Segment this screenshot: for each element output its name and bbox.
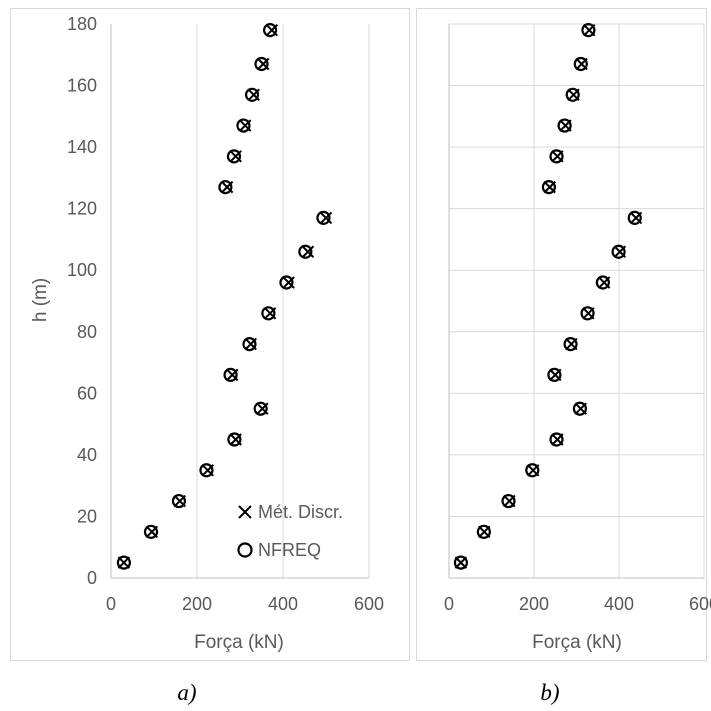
data-point-circle	[580, 306, 595, 321]
data-point-circle	[595, 275, 610, 290]
data-point-circle	[254, 56, 269, 72]
data-point-circle	[218, 180, 233, 195]
legend-marker-x	[238, 505, 252, 519]
data-point-circle	[525, 463, 540, 478]
x-tick-label: 0	[444, 594, 454, 614]
data-point-circle	[563, 336, 578, 352]
x-tick-label: 200	[182, 594, 212, 614]
data-point-circle	[261, 306, 276, 321]
data-point-circle	[316, 210, 331, 225]
panel-caption: a)	[177, 680, 196, 705]
data-point-circle	[236, 118, 251, 133]
y-tick-label: 160	[67, 76, 97, 96]
panel-a-frame	[10, 8, 410, 661]
y-tick-label: 140	[67, 137, 97, 157]
data-point-circle	[627, 210, 642, 225]
legend: Mét. Discr. NFREQ	[237, 502, 343, 560]
data-point-circle	[227, 432, 242, 447]
data-point-circle	[581, 23, 596, 38]
data-point-circle	[557, 118, 572, 133]
x-tick-label: 400	[604, 594, 634, 614]
y-tick-label: 80	[77, 322, 97, 342]
data-point-circle	[453, 555, 468, 570]
data-point-circle	[572, 401, 588, 416]
data-point-circle	[226, 149, 242, 164]
y-tick-label: 40	[77, 445, 97, 465]
data-point-circle	[501, 493, 516, 509]
legend-marker-x-shape	[238, 505, 252, 519]
x-axis-title: Força (kN)	[532, 632, 622, 653]
panel-caption: b)	[540, 680, 559, 705]
y-tick-label: 120	[67, 199, 97, 219]
data-point-circle	[116, 555, 132, 570]
x-tick-label: 400	[268, 594, 298, 614]
data-point-circle	[611, 244, 626, 259]
data-point-circle	[549, 432, 564, 447]
panel-a: 0 200 400 600 0 20 40 60 80 100 120 140 160 180	[67, 14, 384, 614]
legend-marker-circle-shape	[237, 542, 253, 558]
y-tick-label: 60	[77, 383, 97, 403]
data-point-x	[301, 245, 315, 258]
data-point-circle	[573, 56, 588, 72]
x-tick-label: 600	[689, 594, 711, 614]
data-point-circle	[244, 87, 260, 102]
y-tick-label: 180	[67, 14, 97, 34]
y-tick-label: 0	[87, 568, 97, 588]
legend-item-series-1: NFREQ	[237, 540, 321, 560]
y-tick-label: 100	[67, 260, 97, 280]
legend-label: NFREQ	[258, 540, 321, 560]
data-point-circle	[547, 367, 562, 382]
x-tick-label: 0	[106, 594, 116, 614]
data-point-circle	[263, 23, 278, 38]
legend-item-series-0: Mét. Discr.	[238, 502, 343, 522]
data-point-circle	[199, 463, 214, 478]
data-point-circle	[143, 524, 159, 539]
data-point-circle	[476, 524, 491, 539]
data-point-circle	[541, 180, 556, 195]
y-tick-label: 20	[77, 506, 97, 526]
data-point-circle	[171, 493, 187, 509]
panel-b-frame	[416, 8, 707, 661]
data-point-circle	[279, 275, 294, 290]
legend-label: Mét. Discr.	[258, 502, 343, 522]
data-point-circle	[565, 87, 580, 102]
y-axis-title: h (m)	[30, 278, 51, 322]
data-point-circle	[253, 401, 268, 416]
data-point-circle	[549, 149, 564, 164]
data-point-circle	[298, 244, 313, 259]
panel-b: 0 200 400 600	[444, 23, 711, 614]
data-point-circle	[223, 367, 238, 382]
x-axis-title: Força (kN)	[194, 632, 284, 653]
x-tick-label: 200	[519, 594, 549, 614]
x-tick-label: 600	[354, 594, 384, 614]
legend-marker-circle	[237, 542, 253, 558]
data-point-circle	[242, 336, 257, 352]
data-point-x	[319, 211, 333, 225]
